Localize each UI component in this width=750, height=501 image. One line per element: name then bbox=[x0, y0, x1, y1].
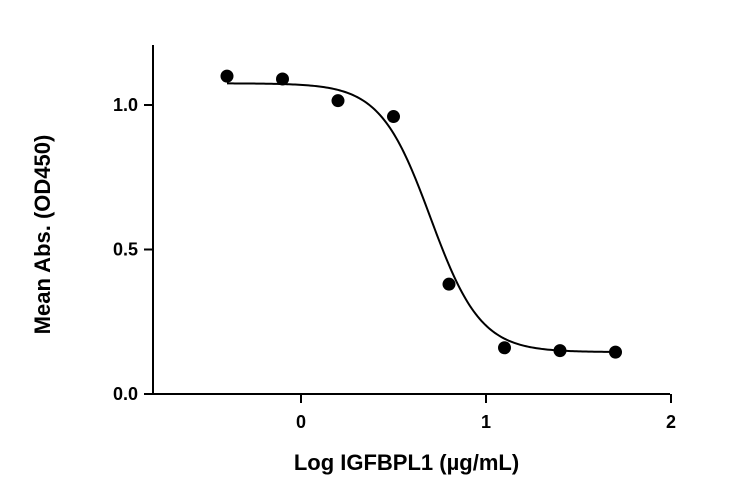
ticks: 0 1 2 0.0 0.5 1.0 bbox=[113, 95, 676, 432]
data-point bbox=[553, 344, 567, 358]
x-tick-label: 0 bbox=[296, 412, 306, 432]
data-point bbox=[387, 110, 400, 124]
data-point bbox=[498, 341, 511, 355]
data-point bbox=[220, 69, 234, 83]
data-point bbox=[331, 94, 345, 108]
data-point bbox=[442, 277, 456, 291]
y-tick-label: 0.0 bbox=[113, 384, 138, 404]
data-points bbox=[220, 69, 622, 359]
y-tick-label: 1.0 bbox=[113, 95, 138, 115]
data-point bbox=[609, 345, 622, 359]
y-tick-label: 0.5 bbox=[113, 240, 138, 260]
data-point bbox=[276, 72, 289, 86]
x-axis-title: Log IGFBPL1 (µg/mL) bbox=[294, 450, 519, 475]
axes bbox=[152, 45, 670, 395]
fit-curve bbox=[227, 82, 616, 353]
x-tick-label: 2 bbox=[666, 412, 676, 432]
y-axis-title: Mean Abs. (OD450) bbox=[30, 135, 55, 335]
x-tick-label: 1 bbox=[481, 412, 491, 432]
